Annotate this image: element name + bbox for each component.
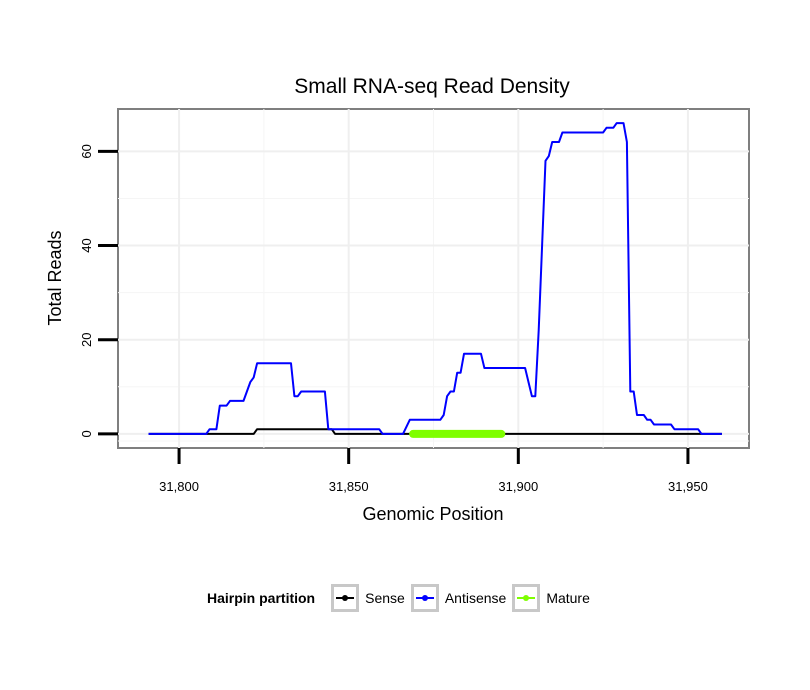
y-tick-label: 20 xyxy=(79,332,94,346)
y-tick-label: 60 xyxy=(79,144,94,158)
chart-title: Small RNA-seq Read Density xyxy=(294,75,570,98)
x-tick-label: 31,950 xyxy=(668,479,708,494)
y-tick-label: 40 xyxy=(79,238,94,252)
legend-title: Hairpin partition xyxy=(207,590,316,606)
legend-item-antisense: Antisense xyxy=(410,584,507,612)
x-tick-label: 31,800 xyxy=(159,479,199,494)
y-axis-title: Total Reads xyxy=(45,230,65,325)
x-axis-title: Genomic Position xyxy=(362,504,503,524)
series-line-antisense xyxy=(148,122,722,435)
legend-label-mature: Mature xyxy=(546,590,590,606)
legend-label-antisense: Antisense xyxy=(444,590,507,606)
y-tick-label: 0 xyxy=(79,430,94,437)
legend-key-sense xyxy=(331,584,360,612)
legend-item-mature: Mature xyxy=(512,584,590,612)
axes: 31,800 31,850 31,900 31,950 0 20 40 60 xyxy=(79,144,708,494)
legend-key-antisense xyxy=(410,584,439,612)
legend-label-sense: Sense xyxy=(365,590,405,606)
series-layer xyxy=(148,122,722,438)
legend: Hairpin partition Sense Antisense Mature xyxy=(207,581,596,615)
legend-item-sense: Sense xyxy=(331,584,405,612)
x-tick-label: 31,850 xyxy=(329,479,369,494)
legend-key-mature xyxy=(512,584,541,612)
x-tick-label: 31,900 xyxy=(498,479,538,494)
